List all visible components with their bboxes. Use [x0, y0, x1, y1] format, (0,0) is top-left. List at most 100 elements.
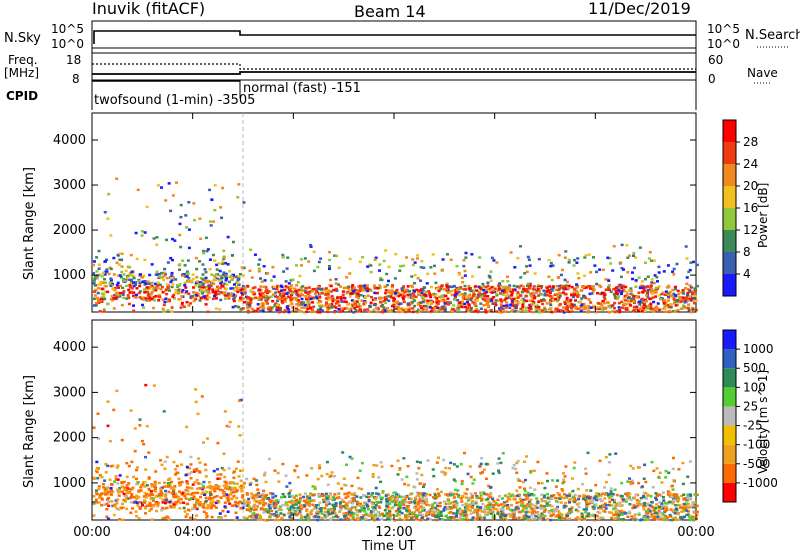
echo-cell — [291, 508, 295, 512]
echo-cell — [582, 508, 586, 511]
echo-cell — [579, 309, 583, 312]
echo-cell — [624, 498, 628, 501]
echo-cell — [194, 469, 198, 472]
echo-cell — [540, 497, 544, 501]
echo-cell — [248, 269, 252, 273]
echo-cell — [156, 504, 160, 508]
echo-cell — [576, 515, 580, 519]
echo-cell — [287, 512, 291, 515]
echo-cell — [266, 272, 270, 275]
echo-cell — [581, 482, 585, 486]
echo-cell — [401, 289, 405, 293]
echo-cell — [435, 488, 439, 491]
echo-cell — [129, 253, 133, 257]
echo-cell — [194, 256, 198, 260]
echo-cell — [504, 286, 508, 289]
echo-cell — [352, 300, 356, 303]
echo-cell — [629, 299, 633, 303]
echo-cell — [317, 260, 321, 264]
echo-cell — [320, 493, 324, 496]
echo-cell — [285, 267, 289, 270]
echo-cell — [342, 296, 346, 300]
echo-cell — [674, 294, 678, 297]
echo-cell — [516, 507, 520, 510]
echo-cell — [693, 295, 697, 298]
echo-cell — [104, 281, 108, 284]
echo-cell — [206, 279, 210, 283]
echo-cell — [588, 292, 592, 296]
echo-cell — [331, 299, 335, 303]
echo-cell — [671, 467, 675, 471]
echo-cell — [497, 287, 501, 290]
echo-cell — [683, 504, 687, 508]
echo-cell — [536, 288, 540, 291]
echo-cell — [408, 493, 412, 496]
echo-cell — [165, 515, 169, 519]
echo-cell — [130, 290, 134, 294]
echo-cell — [469, 512, 473, 515]
echo-cell — [668, 500, 672, 504]
echo-cell — [250, 276, 254, 279]
echo-cell — [624, 500, 628, 503]
echo-cell — [608, 496, 612, 500]
echo-cell — [240, 307, 244, 311]
echo-cell — [502, 304, 506, 308]
echo-cell — [144, 455, 148, 459]
echo-cell — [307, 500, 311, 503]
echo-cell — [201, 273, 205, 276]
echo-cell — [509, 494, 513, 498]
echo-cell — [318, 501, 322, 504]
echo-cell — [383, 509, 387, 512]
echo-cell — [178, 222, 182, 226]
echo-cell — [157, 295, 161, 299]
echo-cell — [221, 262, 225, 266]
echo-cell — [158, 283, 162, 287]
echo-cells-0 — [92, 177, 699, 314]
echo-cell — [134, 281, 138, 284]
echo-cell — [520, 510, 524, 513]
echo-cell — [410, 284, 414, 288]
echo-cell — [595, 282, 599, 286]
echo-cell — [578, 307, 582, 311]
echo-cell — [550, 310, 554, 314]
echo-cell — [412, 281, 416, 285]
echo-cell — [109, 278, 113, 282]
echo-cell — [249, 515, 253, 518]
echo-cell — [394, 307, 398, 311]
echo-cell — [496, 498, 500, 502]
echo-cell — [358, 260, 362, 264]
echo-cell — [460, 302, 464, 306]
echo-cell — [135, 497, 139, 500]
echo-cell — [237, 275, 241, 278]
echo-cell — [679, 307, 683, 310]
echo-cell — [334, 306, 338, 309]
echo-cell — [451, 517, 455, 521]
echo-cell — [329, 474, 333, 477]
freq-panel — [91, 52, 697, 81]
echo-cell — [179, 245, 183, 249]
echo-cell — [665, 505, 669, 509]
echo-cell — [178, 233, 182, 237]
echo-cell — [194, 297, 198, 301]
nave-tick-hi: 60 — [708, 53, 724, 67]
echo-cell — [517, 286, 521, 290]
echo-cell — [577, 300, 581, 304]
echo-cell — [555, 300, 559, 303]
echo-cell — [663, 299, 667, 302]
echo-cell — [284, 474, 288, 477]
echo-cell — [271, 496, 275, 499]
echo-cell — [642, 305, 646, 309]
echo-cell — [577, 276, 581, 280]
echo-cell — [522, 299, 526, 302]
echo-cell — [651, 296, 655, 299]
echo-cell — [516, 291, 520, 294]
echo-cell — [603, 486, 607, 489]
echo-cell — [333, 474, 337, 478]
echo-cell — [686, 510, 690, 513]
echo-cell — [180, 295, 184, 298]
echo-cell — [321, 291, 325, 295]
echo-cell — [237, 286, 241, 289]
echo-cell — [665, 507, 669, 511]
echo-cell — [608, 305, 612, 309]
echo-cell — [434, 293, 438, 296]
